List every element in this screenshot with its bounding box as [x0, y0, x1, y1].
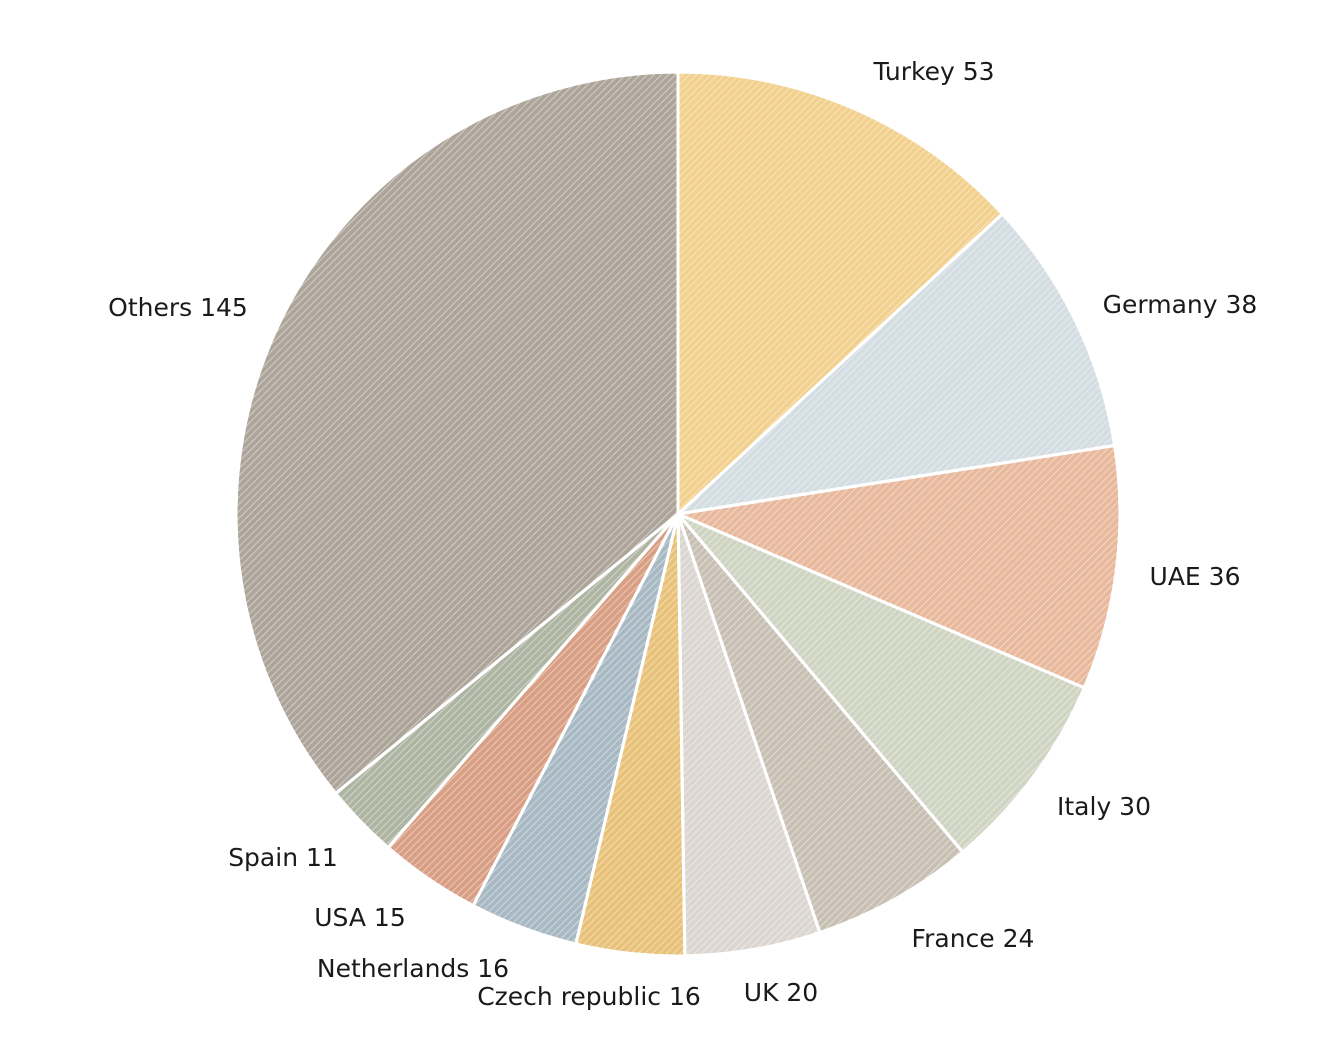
label-spain: Spain 11	[228, 843, 338, 872]
slice-others-texture	[234, 70, 680, 796]
slice-france	[676, 512, 965, 935]
label-others: Others 145	[108, 293, 248, 322]
slice-germany	[673, 211, 1117, 517]
slice-turkey-texture	[676, 70, 1005, 518]
slice-turkey	[676, 70, 1005, 518]
slice-germany-texture	[673, 211, 1117, 517]
slice-uae	[672, 443, 1122, 690]
label-uk: UK 20	[744, 978, 818, 1007]
slice-uae-texture	[672, 443, 1122, 690]
pie-slices	[234, 70, 1122, 958]
label-czech-republic: Czech republic 16	[477, 982, 701, 1011]
slice-others	[234, 70, 680, 796]
label-usa: USA 15	[314, 903, 406, 932]
slice-italy-texture	[676, 512, 1087, 855]
label-italy: Italy 30	[1057, 792, 1151, 821]
slice-uk	[676, 512, 822, 958]
label-france: France 24	[912, 924, 1035, 953]
slice-italy	[676, 512, 1087, 855]
pie-labels: Turkey 53 Germany 38 UAE 36 Italy 30 France …	[108, 57, 1257, 1011]
label-turkey: Turkey 53	[872, 57, 994, 86]
label-uae: UAE 36	[1150, 562, 1241, 591]
slice-france-texture	[676, 513, 965, 935]
label-germany: Germany 38	[1103, 290, 1258, 319]
label-netherlands: Netherlands 16	[317, 954, 509, 983]
